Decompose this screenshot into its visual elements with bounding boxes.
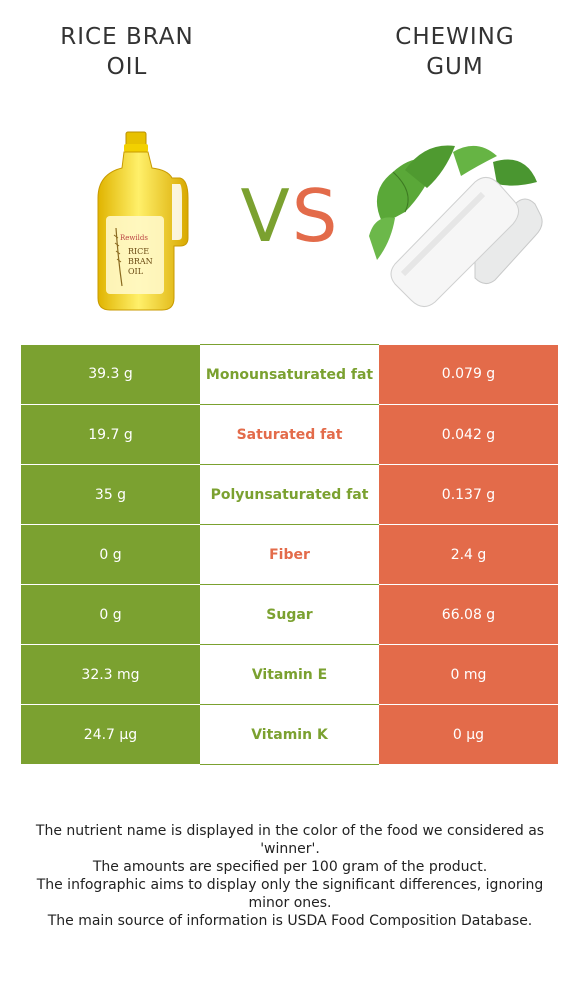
table-row: 0 g Sugar 66.08 g — [21, 584, 558, 645]
right-food-title: CHEWING GUM — [350, 22, 560, 82]
nutrient-comparison-table: 39.3 g Monounsaturated fat 0.079 g 19.7 g Sa… — [21, 344, 558, 765]
right-food-value: 2.4 g — [379, 524, 558, 585]
left-food-value: 19.7 g — [21, 404, 200, 465]
left-food-title-line1: RICE BRAN — [60, 24, 194, 50]
bottle-label-line1: RICE — [128, 247, 149, 256]
chewing-gum-image — [369, 145, 543, 307]
right-food-value: 66.08 g — [379, 584, 558, 645]
left-food-title-line2: OIL — [106, 54, 148, 80]
table-row: 35 g Polyunsaturated fat 0.137 g — [21, 464, 558, 525]
versus-s: S — [291, 174, 340, 258]
footer-note-significance: The infographic aims to display only the… — [36, 877, 544, 911]
right-food-value: 0 µg — [379, 704, 558, 765]
rice-bran-oil-bottle-image: Rewilds RICE BRAN OIL — [97, 131, 189, 311]
right-food-title-line1: CHEWING — [395, 24, 515, 50]
nutrient-name: Fiber — [200, 524, 379, 585]
left-food-value: 39.3 g — [21, 344, 200, 405]
nutrient-name: Vitamin E — [200, 644, 379, 705]
versus-v: V — [240, 174, 292, 258]
right-food-title-line2: GUM — [426, 54, 484, 80]
right-food-value: 0.137 g — [379, 464, 558, 525]
nutrient-name: Sugar — [200, 584, 379, 645]
nutrient-name: Polyunsaturated fat — [200, 464, 379, 525]
right-food-value: 0 mg — [379, 644, 558, 705]
left-food-value: 24.7 µg — [21, 704, 200, 765]
table-row: 39.3 g Monounsaturated fat 0.079 g — [21, 344, 558, 405]
left-food-title: RICE BRAN OIL — [22, 22, 232, 82]
nutrient-name: Saturated fat — [200, 404, 379, 465]
footer-notes: The nutrient name is displayed in the co… — [20, 822, 560, 930]
left-food-value: 35 g — [21, 464, 200, 525]
footer-note-amounts: The amounts are specified per 100 gram o… — [92, 859, 488, 875]
right-food-value: 0.042 g — [379, 404, 558, 465]
versus-label: VS — [218, 168, 362, 264]
nutrient-name: Vitamin K — [200, 704, 379, 765]
left-food-value: 32.3 mg — [21, 644, 200, 705]
bottle-label-brand: Rewilds — [120, 234, 148, 242]
bottle-label-line2: BRAN — [128, 257, 153, 266]
footer-note-source: The main source of information is USDA F… — [47, 913, 533, 929]
right-food-value: 0.079 g — [379, 344, 558, 405]
left-food-value: 0 g — [21, 524, 200, 585]
nutrient-name: Monounsaturated fat — [200, 344, 379, 405]
table-row: 19.7 g Saturated fat 0.042 g — [21, 404, 558, 465]
table-row: 0 g Fiber 2.4 g — [21, 524, 558, 585]
footer-note-winner: The nutrient name is displayed in the co… — [35, 823, 545, 857]
left-food-value: 0 g — [21, 584, 200, 645]
bottle-label-line3: OIL — [128, 267, 144, 276]
